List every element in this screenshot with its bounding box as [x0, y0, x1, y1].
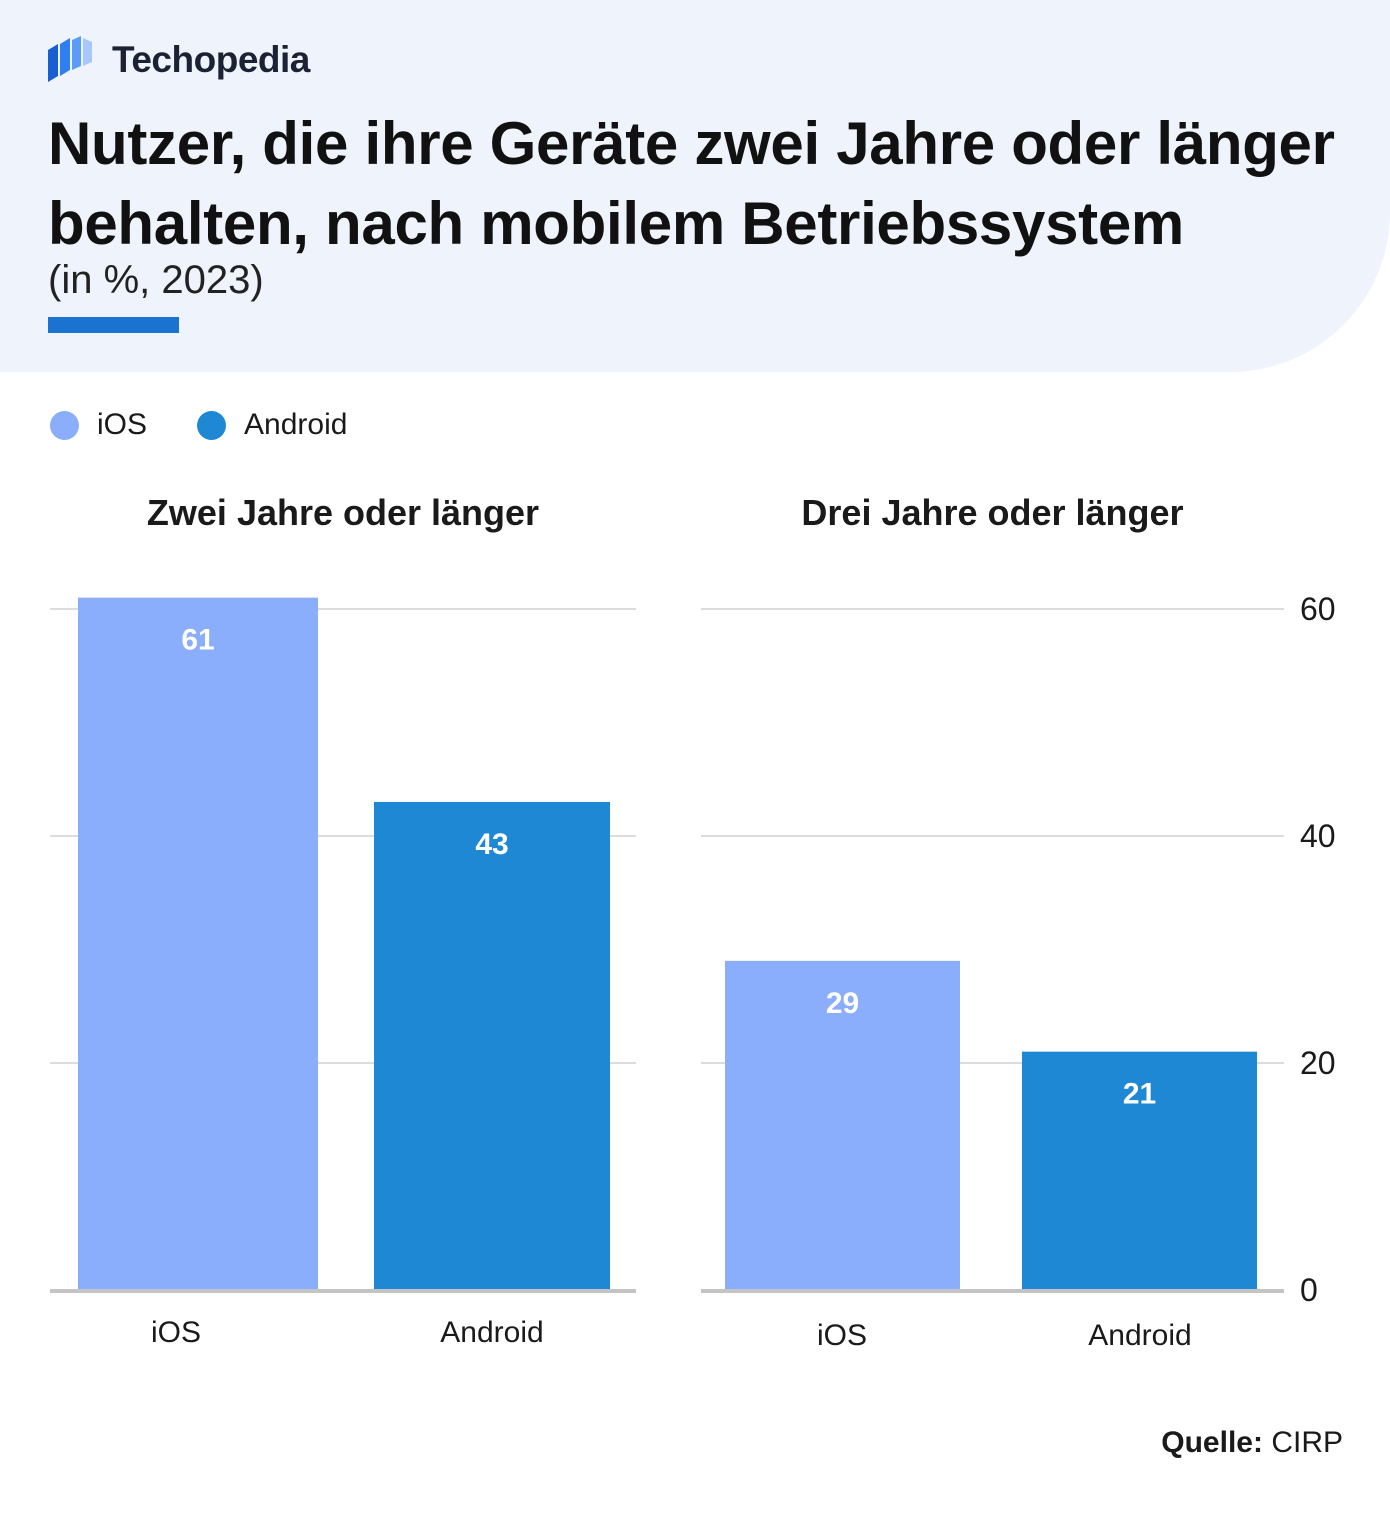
category-label: iOS: [151, 1316, 201, 1349]
bar-android: [1022, 1051, 1257, 1290]
panel-title: Drei Jahre oder länger: [801, 492, 1183, 533]
bar-ios: [725, 960, 960, 1290]
chart-title: Nutzer, die ihre Geräte zwei Jahre oder …: [48, 110, 1335, 257]
legend-swatch-android: [197, 410, 227, 440]
category-label: Android: [1088, 1319, 1191, 1352]
y-tick-label: 20: [1300, 1045, 1336, 1081]
category-label: Android: [440, 1316, 543, 1349]
data-label: 43: [475, 828, 508, 861]
bar-android: [374, 801, 610, 1290]
y-tick-label: 60: [1300, 591, 1336, 627]
y-tick-label: 40: [1300, 818, 1336, 854]
title-accent-bar: [48, 317, 179, 333]
data-label: 29: [826, 987, 859, 1020]
y-tick-label: 0: [1300, 1272, 1318, 1308]
legend-swatch-ios: [50, 410, 79, 440]
category-label: iOS: [817, 1319, 867, 1352]
legend-item-ios: iOS: [50, 408, 147, 442]
header-band: [0, 0, 1390, 372]
data-label: 21: [1123, 1078, 1156, 1111]
chart-subtitle: (in %, 2023): [48, 258, 264, 302]
legend-item-android: Android: [197, 408, 347, 442]
panel-title: Zwei Jahre oder länger: [147, 492, 539, 533]
data-label: 61: [181, 624, 214, 657]
legend-label-android: Android: [244, 408, 348, 441]
chart-legend: iOS Android: [50, 408, 397, 442]
legend-label-ios: iOS: [97, 408, 148, 441]
techopedia-logo-icon: [48, 36, 92, 82]
source-note: Quelle: CIRP: [1161, 1426, 1343, 1460]
source-label: Quelle:: [1161, 1426, 1263, 1459]
brand-name: Techopedia: [112, 39, 310, 80]
source-value: CIRP: [1271, 1426, 1343, 1459]
brand-logo[interactable]: Techopedia: [48, 36, 310, 84]
bar-ios: [78, 597, 318, 1290]
